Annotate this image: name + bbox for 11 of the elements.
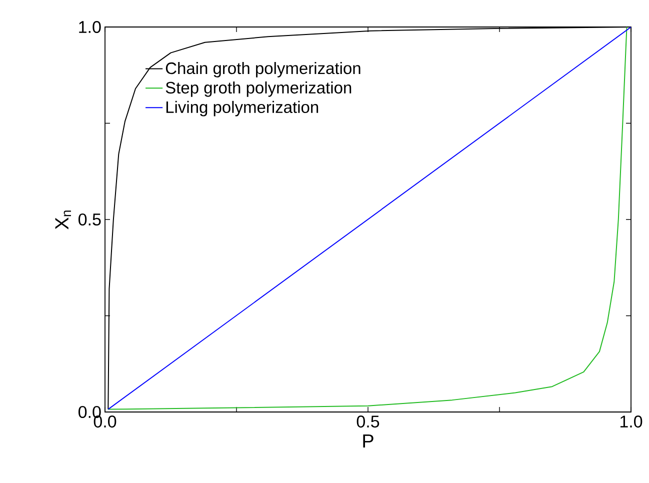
x-tick-label: 0.5 xyxy=(356,416,380,428)
x-axis-title: P xyxy=(363,434,374,448)
y-tick-label: 0.5 xyxy=(78,213,101,226)
y-tick-label: 0.0 xyxy=(78,406,101,418)
legend-label: Chain groth polymerization xyxy=(166,62,360,78)
legend-label: Living polymerization xyxy=(166,100,318,116)
legend-label: Step groth polymerization xyxy=(166,81,352,97)
y-axis-title: X$_{n}$ xyxy=(55,210,71,230)
y-tick-label: 1.0 xyxy=(79,20,101,34)
x-tick-label: 1.0 xyxy=(620,416,642,428)
x-tick-label: 0.0 xyxy=(94,416,116,428)
